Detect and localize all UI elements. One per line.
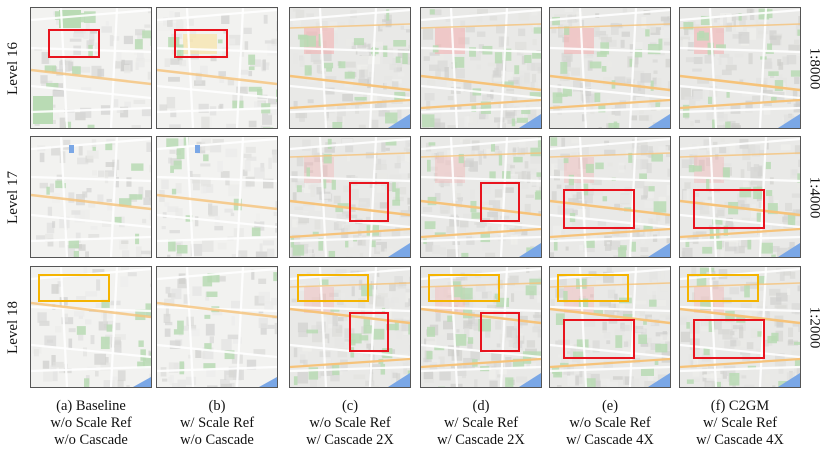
map-tile bbox=[550, 8, 670, 128]
scale-label: 1:2000 bbox=[806, 306, 823, 348]
column-caption: (b) w/ Scale Ref w/o Cascade bbox=[142, 398, 292, 449]
caption-line: w/ Cascade 2X bbox=[437, 432, 525, 448]
highlight-box-orange bbox=[428, 274, 500, 302]
caption-line: w/o Cascade bbox=[180, 432, 254, 448]
map-panel bbox=[30, 266, 152, 388]
map-tile bbox=[680, 137, 800, 257]
level-label: Level 18 bbox=[4, 300, 21, 354]
highlight-box-red bbox=[563, 319, 635, 359]
caption-line: (e) bbox=[601, 398, 619, 414]
highlight-box-orange bbox=[557, 274, 629, 302]
caption-line: w/ Cascade 2X bbox=[306, 432, 394, 448]
column-caption: (d) w/ Scale Ref w/ Cascade 2X bbox=[406, 398, 556, 449]
highlight-box-red bbox=[480, 182, 520, 222]
map-tile bbox=[31, 137, 151, 257]
map-tile bbox=[31, 267, 151, 387]
map-tile bbox=[290, 8, 410, 128]
scale-label: 1:4000 bbox=[806, 176, 823, 218]
map-panel bbox=[289, 136, 411, 258]
map-tile bbox=[157, 8, 277, 128]
caption-line: w/ Scale Ref bbox=[179, 415, 255, 431]
highlight-box-red bbox=[349, 312, 389, 352]
map-tile bbox=[31, 8, 151, 128]
highlight-box-orange bbox=[38, 274, 110, 302]
caption-line: w/ Scale Ref bbox=[443, 415, 519, 431]
map-tile bbox=[421, 137, 541, 257]
caption-line: (d) bbox=[472, 398, 490, 414]
map-tile bbox=[680, 267, 800, 387]
map-tile bbox=[550, 267, 670, 387]
map-panel bbox=[289, 7, 411, 129]
caption-line: w/ Scale Ref bbox=[702, 415, 778, 431]
highlight-box-red bbox=[48, 29, 100, 58]
column-caption: (f) C2GM w/ Scale Ref w/ Cascade 4X bbox=[665, 398, 815, 449]
map-tile bbox=[550, 137, 670, 257]
map-panel bbox=[679, 136, 801, 258]
caption-line: w/ Cascade 4X bbox=[696, 432, 784, 448]
map-panel bbox=[679, 266, 801, 388]
map-panel bbox=[30, 7, 152, 129]
caption-line: w/o Scale Ref bbox=[309, 415, 391, 431]
map-panel bbox=[549, 266, 671, 388]
map-panel bbox=[420, 266, 542, 388]
map-panel bbox=[420, 7, 542, 129]
highlight-box-red bbox=[693, 189, 765, 229]
caption-line: (f) C2GM bbox=[710, 398, 770, 414]
caption-line: w/o Cascade bbox=[54, 432, 128, 448]
map-panel bbox=[30, 136, 152, 258]
map-panel bbox=[420, 136, 542, 258]
map-tile bbox=[421, 8, 541, 128]
column-caption: (a) Baseline w/o Scale Ref w/o Cascade bbox=[16, 398, 166, 449]
highlight-box-red bbox=[563, 189, 635, 229]
map-panel bbox=[156, 266, 278, 388]
highlight-box-red bbox=[480, 312, 520, 352]
level-label: Level 17 bbox=[4, 170, 21, 224]
caption-line: (a) Baseline bbox=[56, 398, 126, 414]
map-panel bbox=[679, 7, 801, 129]
map-panel bbox=[549, 7, 671, 129]
caption-line: (c) bbox=[341, 398, 359, 414]
map-tile bbox=[290, 137, 410, 257]
caption-line: (b) bbox=[208, 398, 226, 414]
highlight-box-orange bbox=[687, 274, 759, 302]
map-tile bbox=[680, 8, 800, 128]
caption-line: w/o Scale Ref bbox=[569, 415, 651, 431]
level-label: Level 16 bbox=[4, 41, 21, 95]
caption-line: w/o Scale Ref bbox=[50, 415, 132, 431]
highlight-box-red bbox=[349, 182, 389, 222]
column-caption: (c) w/o Scale Ref w/ Cascade 2X bbox=[275, 398, 425, 449]
map-panel bbox=[156, 136, 278, 258]
highlight-box-red bbox=[693, 319, 765, 359]
scale-label: 1:8000 bbox=[806, 47, 823, 89]
map-tile bbox=[290, 267, 410, 387]
map-tile bbox=[157, 267, 277, 387]
highlight-box-red bbox=[174, 29, 228, 58]
map-panel bbox=[289, 266, 411, 388]
caption-line: w/ Cascade 4X bbox=[566, 432, 654, 448]
highlight-box-orange bbox=[297, 274, 369, 302]
map-tile bbox=[157, 137, 277, 257]
column-caption: (e) w/o Scale Ref w/ Cascade 4X bbox=[535, 398, 685, 449]
map-panel bbox=[549, 136, 671, 258]
map-panel bbox=[156, 7, 278, 129]
map-tile bbox=[421, 267, 541, 387]
